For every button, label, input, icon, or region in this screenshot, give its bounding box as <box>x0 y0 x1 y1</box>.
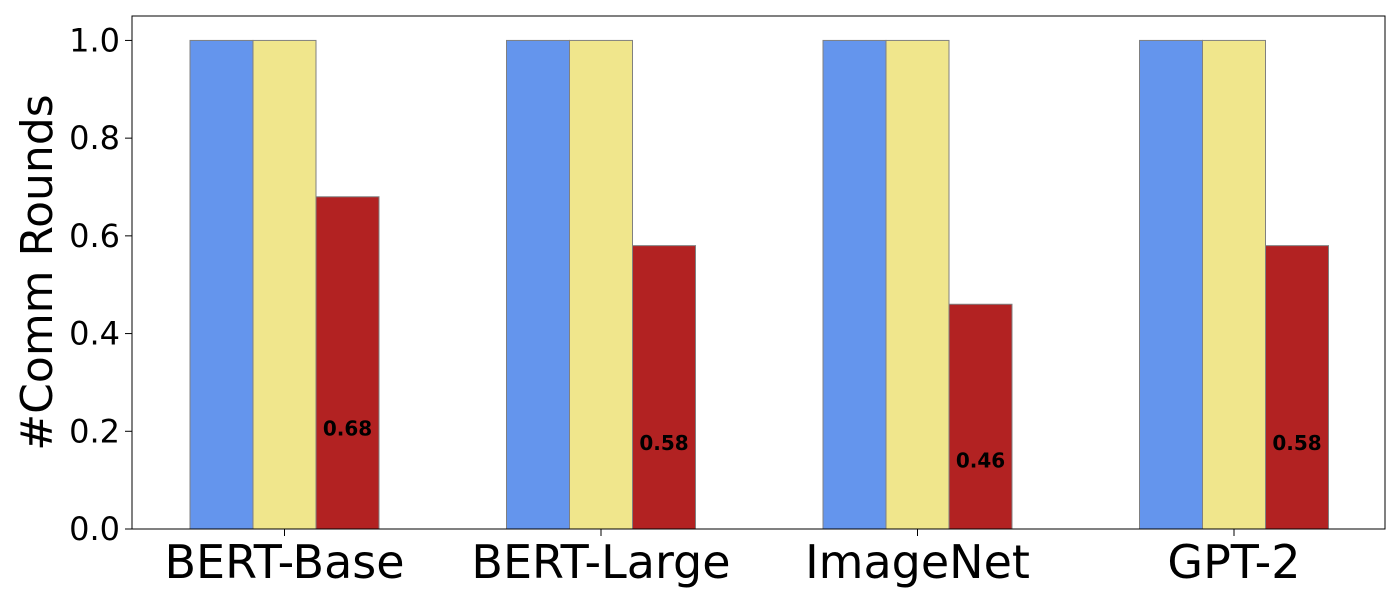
plot-frame <box>131 15 1386 530</box>
y-tick-label: 1.0 <box>69 21 120 59</box>
data-label: 0.68 <box>323 416 372 440</box>
bar-gpt-2-s2 <box>1202 39 1266 530</box>
bar-bert-large-s2 <box>569 39 633 530</box>
y-tick-label: 0.4 <box>69 315 120 353</box>
data-label: 0.46 <box>956 449 1005 473</box>
data-labels-group: 0.68 0.58 0.46 0.58 <box>323 416 1322 472</box>
bar-imagenet-s2 <box>885 39 950 530</box>
x-tick-label: GPT-2 <box>1167 535 1300 589</box>
bar-gpt-2-s3 <box>1265 245 1329 530</box>
data-label: 0.58 <box>639 431 688 455</box>
bar-bert-large-s3 <box>632 245 696 530</box>
bar-gpt-2-s1 <box>1139 39 1203 530</box>
x-tick-label: BERT-Large <box>471 535 730 589</box>
bar-imagenet-s1 <box>822 39 887 530</box>
bar-bert-large-s1 <box>506 39 570 530</box>
x-tick-label: ImageNet <box>805 535 1030 589</box>
y-axis: 0.0 0.2 0.4 0.6 0.8 1.0 <box>69 21 132 548</box>
y-axis-label: #Comm Rounds <box>12 94 63 450</box>
y-tick-label: 0.6 <box>69 217 120 255</box>
x-axis: BERT-Base BERT-Large ImageNet GPT-2 <box>164 529 1301 589</box>
y-tick-label: 0.0 <box>69 510 120 548</box>
data-label: 0.58 <box>1272 431 1321 455</box>
bars-group <box>189 39 1329 530</box>
y-tick-label: 0.2 <box>69 412 120 450</box>
bar-bert-base-s2 <box>252 39 317 530</box>
bar-bert-base-s1 <box>189 39 254 530</box>
y-tick-label: 0.8 <box>69 119 120 157</box>
bar-imagenet-s3 <box>948 303 1013 530</box>
bar-bert-base-s3 <box>315 196 380 530</box>
x-tick-label: BERT-Base <box>164 535 404 589</box>
